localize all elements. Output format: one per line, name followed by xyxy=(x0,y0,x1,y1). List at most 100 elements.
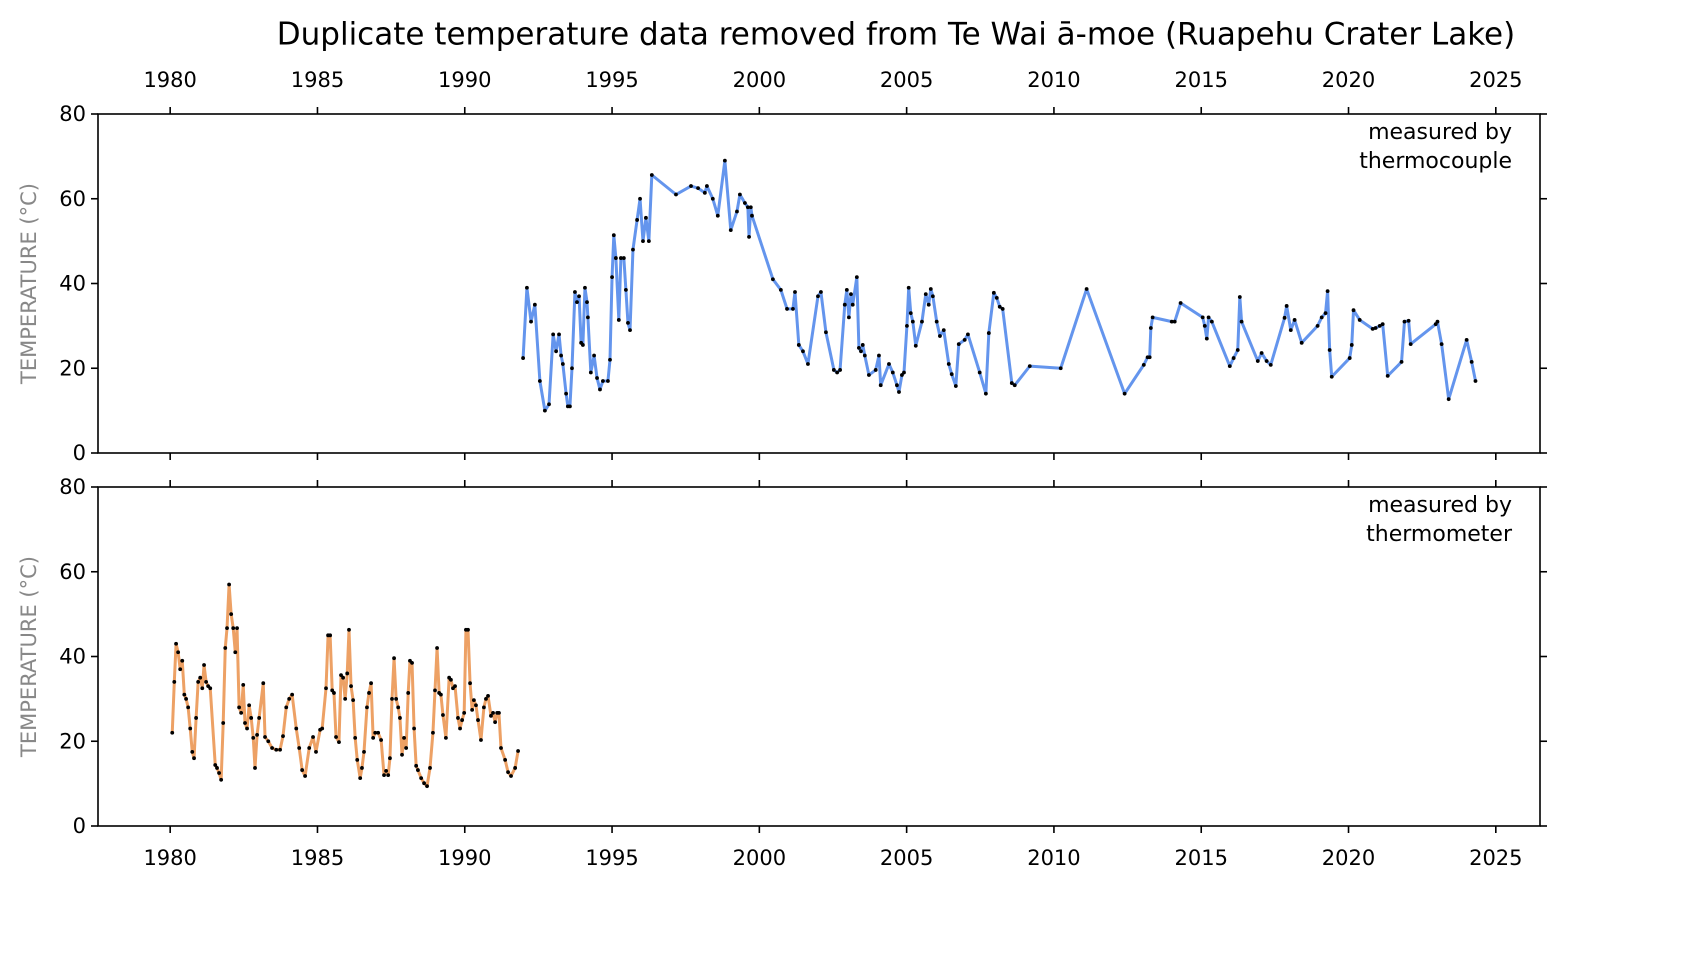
data-point xyxy=(616,318,621,322)
data-point xyxy=(433,688,437,693)
data-point xyxy=(217,771,221,775)
data-point xyxy=(1200,315,1205,320)
data-point xyxy=(290,692,295,697)
data-point xyxy=(532,302,537,307)
data-point xyxy=(462,710,467,715)
data-point xyxy=(728,228,733,233)
data-point xyxy=(867,373,871,377)
data-point xyxy=(1319,315,1324,320)
data-point xyxy=(343,696,348,701)
data-point xyxy=(796,343,801,347)
data-point xyxy=(353,735,358,740)
data-point xyxy=(345,671,350,676)
data-point xyxy=(1357,318,1362,322)
data-point xyxy=(934,319,939,324)
data-point xyxy=(1473,379,1478,383)
data-point xyxy=(824,330,828,335)
data-point xyxy=(198,675,203,680)
data-point xyxy=(778,287,783,292)
data-point xyxy=(484,696,488,701)
data-point xyxy=(557,332,561,337)
y-axis-label: TEMPERATURE (°C) xyxy=(17,183,41,385)
data-point xyxy=(991,290,996,295)
data-point xyxy=(994,296,999,300)
data-point xyxy=(610,275,614,280)
data-point xyxy=(983,391,988,396)
data-point xyxy=(644,215,648,220)
data-point xyxy=(184,696,188,701)
data-point xyxy=(458,726,462,731)
data-point xyxy=(176,650,181,655)
data-point xyxy=(476,718,480,722)
data-point xyxy=(482,705,486,710)
data-point xyxy=(351,698,356,703)
data-point xyxy=(1227,364,1232,369)
data-point xyxy=(905,323,909,328)
data-point xyxy=(358,776,363,781)
data-point xyxy=(928,287,933,291)
data-point xyxy=(266,739,271,744)
data-point xyxy=(819,290,823,294)
data-point xyxy=(1178,301,1183,305)
data-point xyxy=(1351,308,1356,313)
data-point xyxy=(1439,342,1444,346)
data-point xyxy=(850,302,855,307)
data-point xyxy=(373,730,378,735)
data-point xyxy=(953,384,958,388)
data-point xyxy=(1329,374,1334,379)
data-point xyxy=(1323,311,1328,316)
data-point xyxy=(606,379,610,383)
data-point xyxy=(966,332,970,337)
data-point xyxy=(564,391,568,396)
data-point xyxy=(1009,381,1014,385)
x-tick-label: 1990 xyxy=(438,846,491,870)
data-point xyxy=(221,721,226,725)
data-point xyxy=(416,768,420,772)
data-point xyxy=(585,300,589,305)
data-point xyxy=(499,746,503,750)
x-tick-label: 1995 xyxy=(585,846,638,870)
data-point xyxy=(854,275,859,280)
data-point xyxy=(235,626,239,631)
data-point xyxy=(626,321,630,325)
x-tick-label: 2000 xyxy=(733,846,786,870)
data-point xyxy=(547,402,551,407)
data-point xyxy=(278,747,282,752)
data-point xyxy=(831,368,836,372)
data-point xyxy=(1264,359,1269,363)
data-point xyxy=(806,362,810,366)
data-point xyxy=(311,735,315,739)
data-point xyxy=(334,735,338,739)
data-point xyxy=(601,379,605,383)
data-point xyxy=(956,342,961,346)
data-point xyxy=(231,626,236,631)
data-point xyxy=(897,390,901,394)
data-point xyxy=(735,209,739,214)
data-point xyxy=(392,656,396,661)
data-point xyxy=(595,376,599,380)
data-point xyxy=(873,368,878,372)
data-point xyxy=(400,752,404,757)
x-tick-label: 1990 xyxy=(438,68,491,92)
data-point xyxy=(844,287,849,292)
data-point xyxy=(743,201,747,205)
data-point xyxy=(1469,359,1474,364)
data-point xyxy=(241,682,246,687)
data-point xyxy=(588,370,593,375)
data-point xyxy=(638,196,642,201)
data-point xyxy=(857,346,861,350)
data-point xyxy=(529,319,533,324)
data-point xyxy=(926,302,931,307)
y-tick-label: 60 xyxy=(59,187,86,211)
data-point xyxy=(705,184,709,188)
data-point xyxy=(750,213,754,218)
data-point xyxy=(1058,366,1063,371)
data-point xyxy=(320,726,325,731)
data-point xyxy=(580,343,585,347)
x-tick-label: 2005 xyxy=(880,846,933,870)
data-point xyxy=(1402,319,1407,324)
y-tick-label: 60 xyxy=(59,560,86,584)
data-point xyxy=(1288,328,1293,333)
data-point xyxy=(376,730,381,735)
